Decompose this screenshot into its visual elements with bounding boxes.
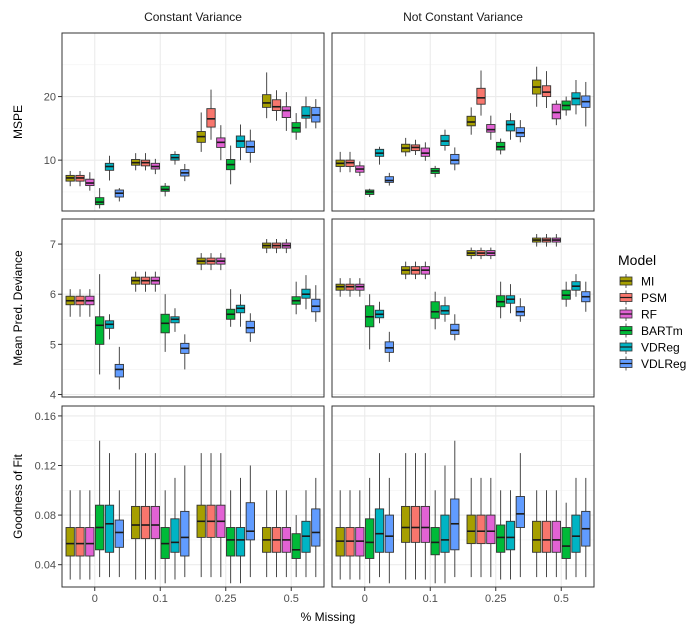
legend-label-mi: MI	[641, 275, 654, 289]
y-tick-label: 20	[44, 92, 56, 104]
box-bartm	[496, 524, 506, 553]
box-vdreg	[505, 520, 516, 551]
box-vdlreg	[450, 153, 460, 165]
box-vdlreg	[384, 514, 394, 553]
box-bartm	[226, 527, 236, 557]
box-bartm	[95, 316, 105, 345]
y-axis-title-1: MSPE	[11, 105, 25, 139]
legend-label-psm: PSM	[641, 291, 667, 305]
box-rf	[551, 520, 561, 553]
box-psm	[476, 514, 486, 545]
y-tick-label: 5	[50, 339, 56, 351]
box-psm	[541, 85, 552, 98]
box-psm	[75, 527, 85, 557]
strip-2	[332, 6, 594, 24]
box-psm	[476, 87, 486, 105]
x-tick-label: 0.5	[284, 593, 299, 605]
y-tick-label: 0.04	[35, 560, 56, 572]
box-vdreg	[301, 106, 311, 119]
y-tick-label: 6	[50, 289, 56, 301]
strip-label-2: Not Constant Variance	[403, 10, 523, 24]
strip-label-1: Constant Variance	[144, 10, 242, 24]
legend-title: Model	[618, 252, 656, 268]
box-bartm	[95, 197, 105, 206]
x-tick-label: 0	[362, 593, 368, 605]
box-rf	[420, 147, 430, 157]
box-rf	[486, 124, 496, 133]
x-tick-label: 0	[92, 593, 98, 605]
box-mi	[262, 94, 272, 108]
box-vdreg	[170, 518, 180, 553]
box-vdreg	[235, 527, 246, 557]
box-bartm	[561, 527, 571, 559]
legend-label-vdlreg: VDLReg	[641, 357, 686, 371]
y-tick-label: 0.08	[35, 510, 56, 522]
box-psm	[140, 505, 151, 540]
legend-label-rf: RF	[641, 308, 657, 322]
panel-border	[61, 218, 325, 398]
x-tick-label: 0.25	[215, 593, 236, 605]
box-mi	[466, 115, 476, 127]
box-vdlreg	[180, 510, 190, 557]
x-tick-label: 0.1	[423, 593, 438, 605]
box-mi	[532, 520, 542, 553]
panel-background	[62, 33, 324, 211]
y-tick-label: 10	[44, 155, 56, 167]
panel-border	[331, 218, 595, 398]
panel-background	[332, 219, 594, 397]
panel-background	[332, 406, 594, 587]
box-vdlreg	[450, 323, 460, 335]
box-vdlreg	[114, 519, 124, 548]
y-axis-title-2: Mean Pred. Deviance	[11, 250, 25, 366]
box-vdreg	[104, 504, 115, 553]
box-vdlreg	[245, 502, 255, 541]
panel-border	[61, 405, 325, 588]
box-bartm	[291, 533, 301, 559]
box-vdreg	[505, 120, 516, 132]
box-mi	[466, 514, 476, 545]
x-tick-label: 0.5	[554, 593, 569, 605]
box-rf	[281, 106, 291, 119]
box-vdreg	[440, 514, 450, 553]
legend-label-vdreg: VDReg	[641, 341, 680, 355]
y-tick-label: 0.16	[35, 411, 56, 423]
panel-background	[62, 219, 324, 397]
box-vdlreg	[384, 176, 394, 183]
x-axis-title: % Missing	[301, 610, 356, 624]
box-mi	[131, 505, 141, 540]
y-tick-label: 4	[50, 389, 56, 401]
box-psm	[206, 108, 216, 128]
box-rf	[486, 514, 496, 545]
strip-1	[62, 6, 324, 24]
x-tick-label: 0.1	[153, 593, 168, 605]
y-axis-title-3: Goodness of Fit	[11, 453, 25, 538]
box-vdreg	[571, 514, 581, 553]
box-psm	[410, 505, 421, 543]
box-psm	[271, 99, 282, 112]
box-bartm	[430, 301, 440, 319]
box-vdreg	[374, 508, 385, 553]
legend-label-bartm: BARTm	[641, 324, 683, 338]
box-rf	[551, 103, 561, 120]
panel-background	[62, 406, 324, 587]
box-rf	[420, 505, 430, 543]
box-vdlreg	[114, 363, 124, 378]
y-tick-label: 0.12	[35, 461, 56, 473]
box-rf	[150, 505, 160, 540]
box-rf	[85, 527, 95, 557]
box-vdlreg	[515, 496, 525, 528]
box-bartm	[365, 518, 375, 559]
box-bartm	[430, 527, 440, 556]
panel-border	[331, 32, 595, 212]
box-psm	[541, 520, 552, 553]
panel-background	[332, 33, 594, 211]
box-mi	[65, 527, 75, 557]
box-mi	[401, 505, 411, 543]
y-tick-label: 7	[50, 239, 56, 251]
panel-border	[61, 32, 325, 212]
box-vdlreg	[311, 508, 321, 547]
x-tick-label: 0.25	[485, 593, 506, 605]
panel-border	[331, 405, 595, 588]
